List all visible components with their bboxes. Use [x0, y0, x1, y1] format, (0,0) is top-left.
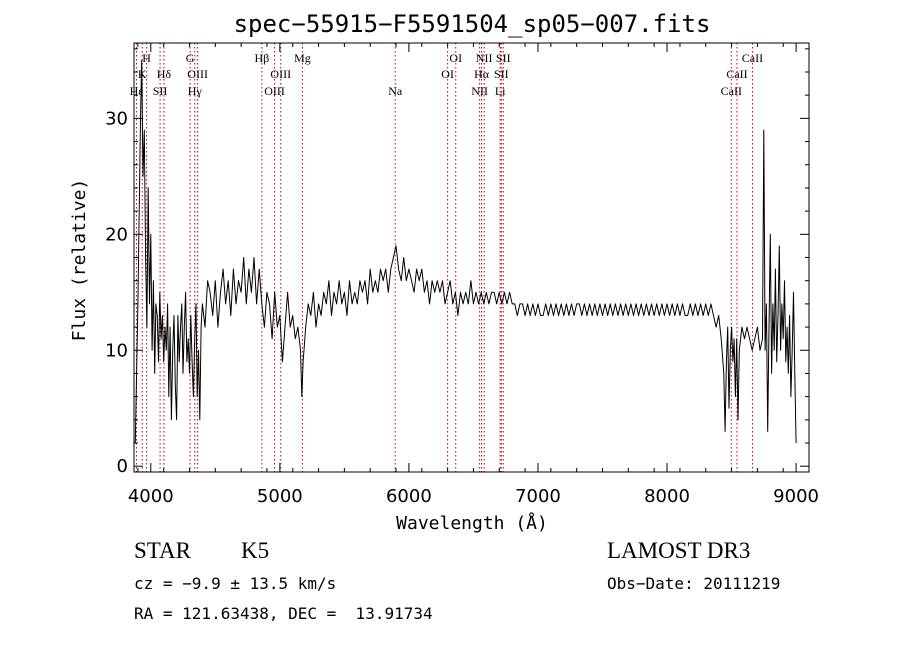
y-tick-label: 30 [105, 108, 128, 129]
line-label: CaII [742, 51, 763, 65]
line-label: Hβ [255, 51, 270, 65]
line-label: CaII [726, 67, 747, 81]
line-label: Hε [130, 84, 144, 98]
line-label: SII [494, 67, 509, 81]
line-label: CaII [721, 84, 742, 98]
x-tick-label: 7000 [515, 486, 561, 507]
y-axis-label: Flux (relative) [69, 179, 90, 342]
x-tick-label: 8000 [644, 486, 690, 507]
object-subclass: K5 [241, 538, 270, 563]
line-label: OI [441, 67, 454, 81]
x-tick-label: 4000 [128, 486, 174, 507]
line-label: Hδ [157, 67, 172, 81]
line-label: OI [449, 51, 462, 65]
observation-date: Obs−Date: 20111219 [607, 574, 781, 593]
x-tick-label: 6000 [386, 486, 432, 507]
line-label: OIII [270, 67, 291, 81]
y-tick-label: 10 [105, 340, 128, 361]
x-tick-label: 5000 [257, 486, 303, 507]
line-label: Li [495, 84, 506, 98]
line-label: Hα [474, 67, 490, 81]
line-label: Mg [294, 51, 311, 65]
redshift-cz: cz = −9.9 ± 13.5 km/s [134, 574, 337, 593]
line-label: Na [388, 84, 403, 98]
line-label: K [138, 67, 147, 81]
line-label: NII [476, 51, 493, 65]
object-class: STAR [134, 538, 191, 563]
flux-line [134, 59, 797, 444]
axis-ticks: 4000 5000 6000 7000 8000 9000 0 10 20 30 [105, 43, 819, 507]
line-label: G [186, 51, 195, 65]
line-label: SII [496, 51, 511, 65]
line-label: NII [471, 84, 488, 98]
line-label: H [142, 51, 151, 65]
line-label: SII [153, 84, 168, 98]
y-tick-label: 0 [117, 456, 128, 477]
line-label: Hγ [188, 84, 203, 98]
line-label: OIII [187, 67, 208, 81]
coordinates: RA = 121.63438, DEC = 13.91734 [134, 604, 433, 623]
survey-name: LAMOST DR3 [607, 538, 751, 563]
chart-title: spec−55915−F5591504_sp05−007.fits [234, 10, 711, 38]
emission-line-markers [135, 43, 753, 472]
x-axis-label: Wavelength (Å) [396, 512, 548, 534]
emission-line-labels: HεKHSIIHδGHγOIIIHβOIIIOIIIMgNaOIOINIIHαN… [130, 51, 764, 98]
flux-series [134, 59, 797, 444]
x-tick-label: 9000 [773, 486, 819, 507]
line-label: OIII [264, 84, 285, 98]
y-tick-label: 20 [105, 224, 128, 245]
plot-frame [133, 42, 810, 473]
